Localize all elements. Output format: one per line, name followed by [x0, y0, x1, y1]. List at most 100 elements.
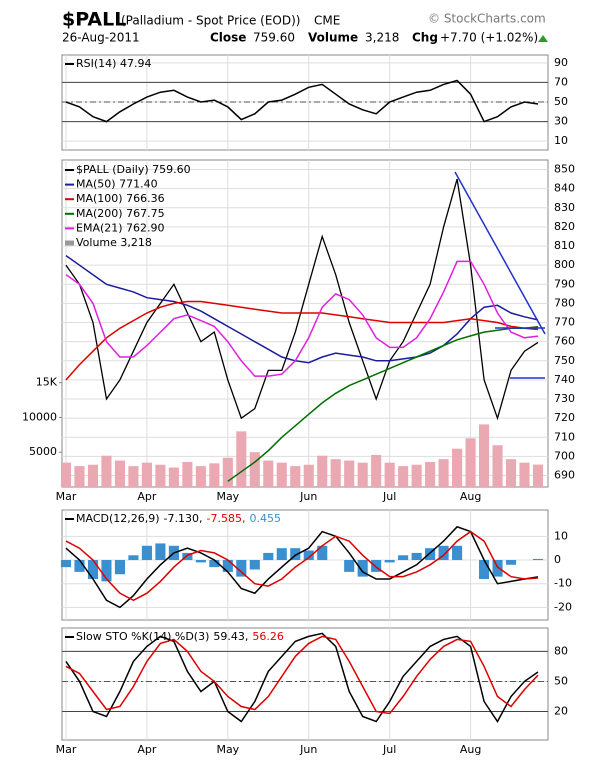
bar	[236, 560, 247, 577]
legend-entry: MA(200) 767.75	[76, 207, 165, 220]
bar	[155, 464, 166, 487]
panel-title: MACD(12,26,9) -7.130, -7.585, 0.455	[76, 512, 281, 525]
bar	[330, 459, 341, 487]
x-tick-label: May	[216, 490, 239, 503]
bar	[384, 560, 395, 563]
bar	[425, 548, 436, 561]
bar	[371, 454, 382, 487]
x-tick-label: Apr	[137, 490, 157, 503]
chg-label: Chg	[412, 31, 438, 45]
bar	[411, 552, 422, 561]
bar	[371, 560, 382, 572]
bar	[519, 462, 530, 487]
x-tick-label: Jun	[299, 490, 317, 503]
bar	[303, 464, 314, 487]
y2-tick-label: 15K	[36, 376, 58, 389]
chg-value: +7.70 (+1.02%)	[440, 31, 538, 45]
up-arrow	[538, 35, 548, 42]
bar	[492, 445, 503, 487]
bar	[141, 462, 152, 487]
bar	[411, 464, 422, 487]
copyright: © StockCharts.com	[428, 12, 546, 26]
bar	[344, 560, 355, 572]
y-tick-label: 840	[554, 182, 575, 195]
x-tick-label: May	[216, 743, 239, 756]
bar	[263, 460, 274, 487]
legend-value: -7.130,	[164, 512, 203, 525]
y-tick-label: 20	[554, 704, 568, 717]
bar	[195, 560, 206, 563]
bar	[505, 459, 517, 487]
title-text: Slow STO %K(14) %D(3)	[76, 630, 209, 643]
bar	[182, 552, 193, 561]
volume-value: 3,218	[365, 31, 399, 45]
bar	[128, 466, 139, 487]
x-tick-label: Aug	[460, 490, 481, 503]
trend-line	[454, 171, 546, 335]
bar	[438, 459, 449, 487]
y-tick-label: 780	[554, 296, 575, 309]
x-tick-label: Mar	[56, 490, 77, 503]
y-tick-label: 70	[554, 75, 568, 88]
x-tick-label: Mar	[56, 743, 77, 756]
bar	[74, 560, 85, 572]
series-line	[65, 525, 539, 609]
y-tick-label: 770	[554, 316, 575, 329]
bar	[155, 543, 166, 561]
x-tick-label: Jul	[382, 490, 396, 503]
bar	[60, 462, 72, 487]
bar	[276, 548, 287, 561]
legend-value: -7.585,	[207, 512, 246, 525]
close-value: 759.60	[253, 31, 295, 45]
bar	[398, 555, 409, 561]
bar	[236, 431, 247, 487]
series-line	[65, 79, 539, 123]
bar	[168, 467, 179, 487]
y-tick-label: 710	[554, 430, 575, 443]
bar	[425, 461, 436, 487]
y-tick-label: 90	[554, 56, 568, 69]
series-line	[227, 326, 539, 482]
bar	[74, 466, 85, 487]
bar	[101, 560, 112, 582]
legend-entry: MA(100) 766.36	[76, 192, 165, 205]
bar	[60, 560, 72, 568]
date: 26-Aug-2011	[62, 31, 140, 45]
exchange: CME	[314, 14, 340, 28]
bar	[398, 466, 409, 487]
series-line	[65, 260, 539, 377]
bar	[479, 560, 490, 579]
y-tick-label: 820	[554, 220, 575, 233]
x-tick-label: Jun	[299, 743, 317, 756]
bar	[317, 545, 328, 561]
bar	[290, 466, 301, 487]
y-tick-label: -20	[554, 600, 572, 613]
y-tick-label: 10	[554, 134, 568, 147]
y-tick-label: 760	[554, 335, 575, 348]
bar	[505, 560, 517, 565]
bar	[290, 548, 301, 561]
bar	[465, 438, 476, 487]
legend-value: 59.43,	[213, 630, 248, 643]
bar	[141, 545, 152, 561]
bar	[209, 560, 220, 568]
bar	[276, 462, 287, 487]
legend-entry: $PALL (Daily) 759.60	[76, 163, 191, 176]
bar	[101, 455, 112, 487]
bar	[263, 552, 274, 561]
y2-tick-label: 5000	[29, 445, 57, 458]
bar	[317, 455, 328, 487]
y-tick-label: 730	[554, 392, 575, 405]
legend-value: 0.455	[249, 512, 281, 525]
symbol: $PALL	[62, 9, 126, 31]
bar	[222, 457, 233, 487]
title-text: MACD(12,26,9)	[76, 512, 160, 525]
bar	[492, 560, 503, 577]
y-tick-label: -10	[554, 577, 572, 590]
legend-entry: Volume 3,218	[76, 236, 152, 249]
series-line	[65, 632, 539, 723]
legend-value: 56.26	[252, 630, 284, 643]
bar	[303, 550, 314, 561]
panel	[61, 509, 549, 621]
bar	[438, 545, 449, 561]
